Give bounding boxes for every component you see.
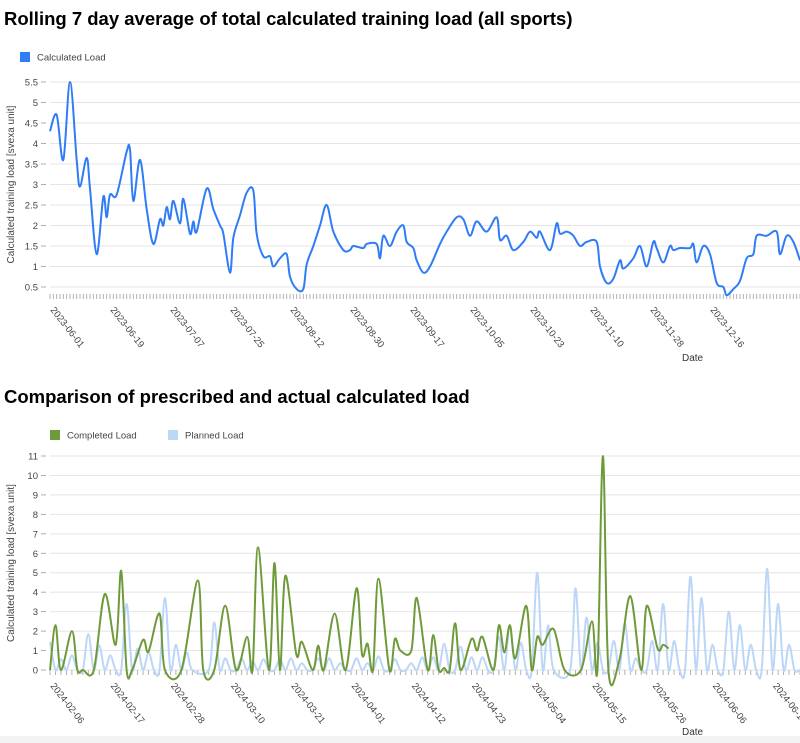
- legend-label: Calculated Load: [37, 53, 106, 64]
- x-tick-label: 2023-08-30: [348, 305, 387, 350]
- prescribed-vs-actual-chart: Completed Load Planned Load 0 1 2 3 4 5 6 7 8 9 10 11…: [6, 430, 800, 735]
- x-tick-label: 2024-02-28: [168, 681, 207, 726]
- x-tick-label: 2023-06-01: [48, 305, 87, 350]
- y-tick-label: 1.5: [25, 242, 38, 253]
- x-axis-title: Date: [682, 727, 704, 735]
- y-tick-label: 5: [33, 98, 38, 109]
- y-tick-label: 7: [33, 529, 38, 540]
- x-tick-label: 2024-05-15: [590, 681, 629, 726]
- y-tick-label: 1: [33, 646, 38, 657]
- x-tick-label: 2024-03-21: [289, 681, 328, 726]
- x-tick-label: 2024-06-06: [710, 681, 749, 726]
- x-tick-label: 2024-02-17: [108, 681, 147, 726]
- footer-band: [0, 736, 800, 743]
- x-tick-label: 2023-11-10: [588, 305, 626, 350]
- series-line-completed-load: [49, 455, 670, 687]
- y-tick-label: 3: [33, 180, 38, 191]
- y-tick-label: 5.5: [25, 78, 38, 89]
- y-tick-label: 2: [33, 221, 38, 232]
- y-tick-label: 6: [33, 549, 38, 560]
- x-tick-label: 2024-04-23: [469, 681, 508, 726]
- x-tick-label: 2023-09-17: [408, 305, 447, 350]
- x-tick-label: 2024-03-10: [228, 681, 267, 726]
- y-tick-label: 4: [33, 139, 38, 150]
- y-axis-title: Calculated training load [svexa unit]: [6, 105, 17, 263]
- x-tick-label: 2024-06-17: [770, 681, 800, 726]
- x-tick-label: 2024-05-04: [529, 681, 568, 726]
- y-tick-label: 4.5: [25, 119, 38, 130]
- y-tick-label: 2: [33, 627, 38, 638]
- x-tick-label: 2023-10-23: [528, 305, 567, 350]
- y-tick-label: 3.5: [25, 160, 38, 171]
- y-tick-label: 8: [33, 510, 38, 521]
- y-tick-label: 9: [33, 490, 38, 501]
- y-tick-label: 4: [33, 588, 38, 599]
- y-tick-label: 3: [33, 607, 38, 618]
- series-line-calculated-load: [49, 81, 800, 297]
- y-axis-title: Calculated training load [svexa unit]: [6, 484, 17, 642]
- legend-swatch: [168, 430, 178, 440]
- x-tick-label: 2023-06-19: [108, 305, 147, 350]
- x-tick-label: 2023-08-12: [288, 305, 327, 350]
- x-tick-label: 2024-05-26: [650, 681, 689, 726]
- legend-label: Planned Load: [185, 431, 244, 442]
- rolling-load-chart: Calculated Load 0.5 1 1.5 2 2.5 3 3.5 4 4.5 5 5.5 20…: [6, 52, 800, 364]
- x-tick-label: 2023-10-05: [468, 305, 507, 350]
- y-tick-label: 11: [28, 452, 38, 463]
- x-tick-label: 2023-11-28: [648, 305, 686, 350]
- x-tick-label: 2023-07-25: [228, 305, 267, 350]
- x-tick-label: 2024-04-12: [409, 681, 448, 726]
- y-tick-label: 0.5: [25, 283, 38, 294]
- series-line-planned-load: [49, 567, 800, 680]
- y-tick-label: 5: [33, 568, 38, 579]
- x-tick-label: 2023-12-16: [708, 305, 747, 350]
- y-tick-label: 1: [33, 262, 38, 273]
- y-tick-label: 0: [33, 666, 38, 677]
- legend-swatch: [20, 52, 30, 62]
- legend-swatch: [50, 430, 60, 440]
- y-tick-label: 2.5: [25, 201, 38, 212]
- x-tick-label: 2023-07-07: [168, 305, 207, 350]
- chart-2-title: Comparison of prescribed and actual calc…: [4, 386, 470, 407]
- x-tick-label: 2024-04-01: [349, 681, 388, 726]
- y-tick-label: 10: [27, 471, 38, 482]
- x-axis-title: Date: [682, 353, 704, 364]
- x-tick-label: 2024-02-06: [48, 681, 87, 726]
- legend-label: Completed Load: [67, 431, 137, 442]
- chart-1-title: Rolling 7 day average of total calculate…: [4, 8, 573, 29]
